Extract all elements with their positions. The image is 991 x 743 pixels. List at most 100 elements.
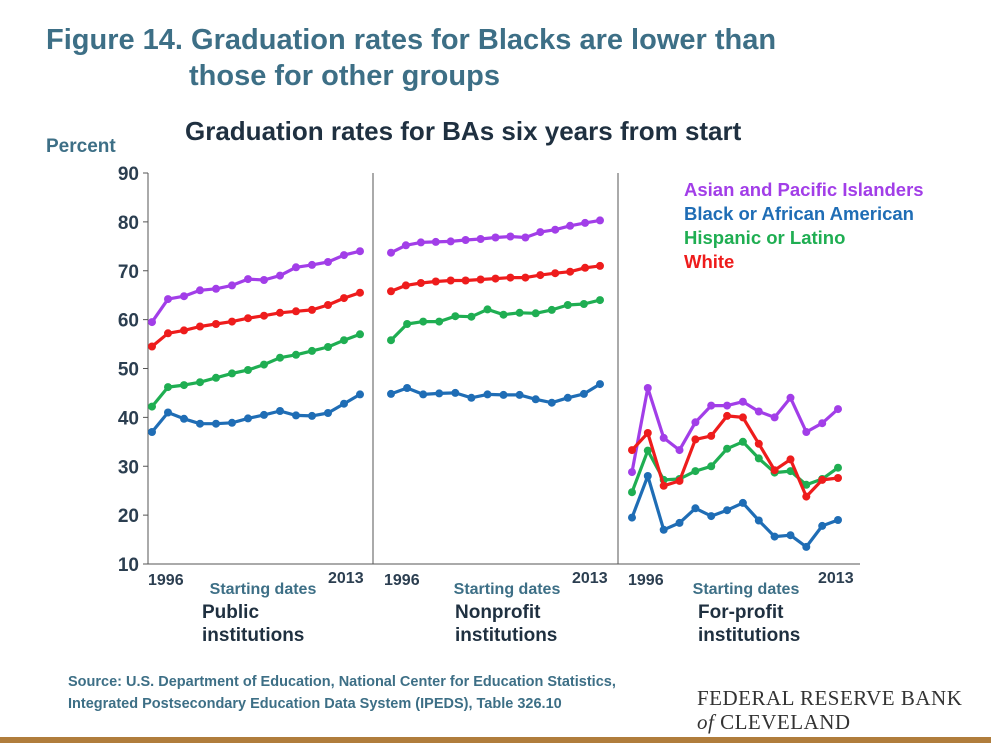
data-point-black bbox=[308, 411, 316, 420]
chart-title: Graduation rates for BAs six years from … bbox=[185, 116, 742, 146]
data-point-white bbox=[401, 281, 410, 290]
data-point-white bbox=[628, 446, 636, 455]
data-point-asian bbox=[491, 233, 500, 242]
data-point-hispanic bbox=[547, 305, 556, 314]
y-axis-label: Percent bbox=[46, 136, 116, 157]
data-point-white bbox=[643, 429, 652, 437]
panel-name: institutions bbox=[202, 625, 304, 646]
data-point-white bbox=[416, 279, 425, 287]
x-end-label: 2013 bbox=[572, 570, 608, 587]
data-point-hispanic bbox=[691, 467, 700, 476]
data-point-hispanic bbox=[467, 312, 476, 321]
data-point-white bbox=[723, 411, 732, 420]
data-point-hispanic bbox=[483, 305, 492, 314]
data-point-asian bbox=[596, 216, 604, 225]
federal-reserve-logo: FEDERAL RESERVE BANK of CLEVELAND bbox=[697, 686, 962, 734]
legend-entry: Hispanic or Latino bbox=[684, 227, 845, 248]
data-point-white bbox=[802, 492, 811, 501]
data-point-asian bbox=[260, 276, 268, 284]
figure-title-line1: Figure 14. Graduation rates for Blacks a… bbox=[46, 24, 777, 56]
data-point-asian bbox=[659, 433, 668, 442]
data-point-hispanic bbox=[164, 383, 172, 392]
data-point-asian bbox=[416, 238, 425, 247]
data-point-hispanic bbox=[260, 360, 268, 369]
data-point-black bbox=[579, 389, 588, 398]
data-point-black bbox=[723, 506, 732, 515]
data-point-hispanic bbox=[292, 350, 300, 359]
data-point-white bbox=[707, 431, 716, 440]
data-point-white bbox=[581, 263, 590, 272]
data-point-asian bbox=[324, 258, 332, 266]
data-point-white bbox=[506, 273, 515, 282]
data-point-asian bbox=[164, 295, 172, 304]
data-point-asian bbox=[707, 401, 716, 410]
data-point-asian bbox=[643, 384, 652, 392]
x-axis-label: Starting dates bbox=[454, 581, 561, 598]
data-point-white bbox=[276, 308, 284, 317]
data-point-hispanic bbox=[228, 369, 236, 378]
data-point-asian bbox=[802, 428, 811, 436]
data-point-black bbox=[659, 525, 668, 534]
data-point-white bbox=[180, 326, 188, 335]
data-point-hispanic bbox=[643, 446, 652, 455]
data-point-hispanic bbox=[212, 373, 220, 382]
data-point-white bbox=[786, 455, 795, 464]
data-point-black bbox=[818, 521, 827, 530]
logo-of: of bbox=[697, 710, 715, 734]
y-tick-label: 20 bbox=[118, 506, 139, 527]
x-end-label: 2013 bbox=[328, 570, 364, 587]
data-point-white bbox=[228, 317, 236, 326]
data-point-asian bbox=[738, 397, 747, 406]
x-end-label: 2013 bbox=[818, 570, 854, 587]
data-point-black bbox=[419, 390, 428, 399]
data-point-asian bbox=[228, 281, 236, 290]
data-point-asian bbox=[675, 446, 684, 455]
data-point-black bbox=[324, 409, 332, 417]
data-point-asian bbox=[340, 251, 348, 260]
logo-line2: of CLEVELAND bbox=[697, 710, 962, 734]
data-point-black bbox=[403, 384, 412, 392]
data-point-white bbox=[754, 439, 763, 448]
data-point-asian bbox=[521, 233, 530, 242]
data-point-white bbox=[675, 476, 684, 485]
data-point-white bbox=[324, 301, 332, 309]
y-tick-label: 90 bbox=[118, 164, 139, 185]
data-point-hispanic bbox=[563, 301, 572, 309]
figure-title: Figure 14. Graduation rates for Blacks a… bbox=[46, 22, 776, 94]
data-point-black bbox=[435, 389, 444, 398]
data-point-asian bbox=[244, 275, 252, 284]
data-point-asian bbox=[180, 292, 188, 301]
data-point-asian bbox=[551, 225, 560, 234]
data-point-hispanic bbox=[148, 402, 156, 411]
data-point-black bbox=[531, 395, 540, 404]
data-point-black bbox=[148, 428, 156, 436]
data-point-hispanic bbox=[786, 467, 795, 476]
data-point-black bbox=[292, 411, 300, 420]
legend-entry: White bbox=[684, 251, 734, 272]
data-point-asian bbox=[308, 260, 316, 269]
data-point-hispanic bbox=[723, 444, 732, 453]
x-start-label: 1996 bbox=[148, 572, 184, 589]
data-point-black bbox=[738, 498, 747, 507]
data-point-black bbox=[340, 399, 348, 408]
data-point-black bbox=[770, 532, 779, 541]
data-point-asian bbox=[387, 248, 395, 257]
x-axis-label: Starting dates bbox=[210, 581, 317, 598]
data-point-black bbox=[675, 518, 684, 527]
data-point-black bbox=[691, 504, 700, 513]
x-axis-label: Starting dates bbox=[693, 581, 800, 598]
data-point-hispanic bbox=[324, 343, 332, 351]
figure-title-line2: those for other groups bbox=[189, 60, 500, 92]
panel-name: For-profit bbox=[698, 602, 784, 623]
data-point-black bbox=[802, 542, 811, 551]
data-point-white bbox=[164, 329, 172, 338]
data-point-hispanic bbox=[387, 336, 395, 345]
source-line2: Integrated Postsecondary Education Data … bbox=[68, 696, 562, 712]
data-point-black bbox=[515, 390, 524, 399]
data-point-asian bbox=[476, 235, 485, 243]
data-point-asian bbox=[431, 237, 440, 246]
data-point-white bbox=[148, 342, 156, 351]
source-note: Source: U.S. Department of Education, Na… bbox=[68, 671, 616, 715]
data-point-white bbox=[770, 466, 779, 475]
data-point-white bbox=[691, 435, 700, 444]
